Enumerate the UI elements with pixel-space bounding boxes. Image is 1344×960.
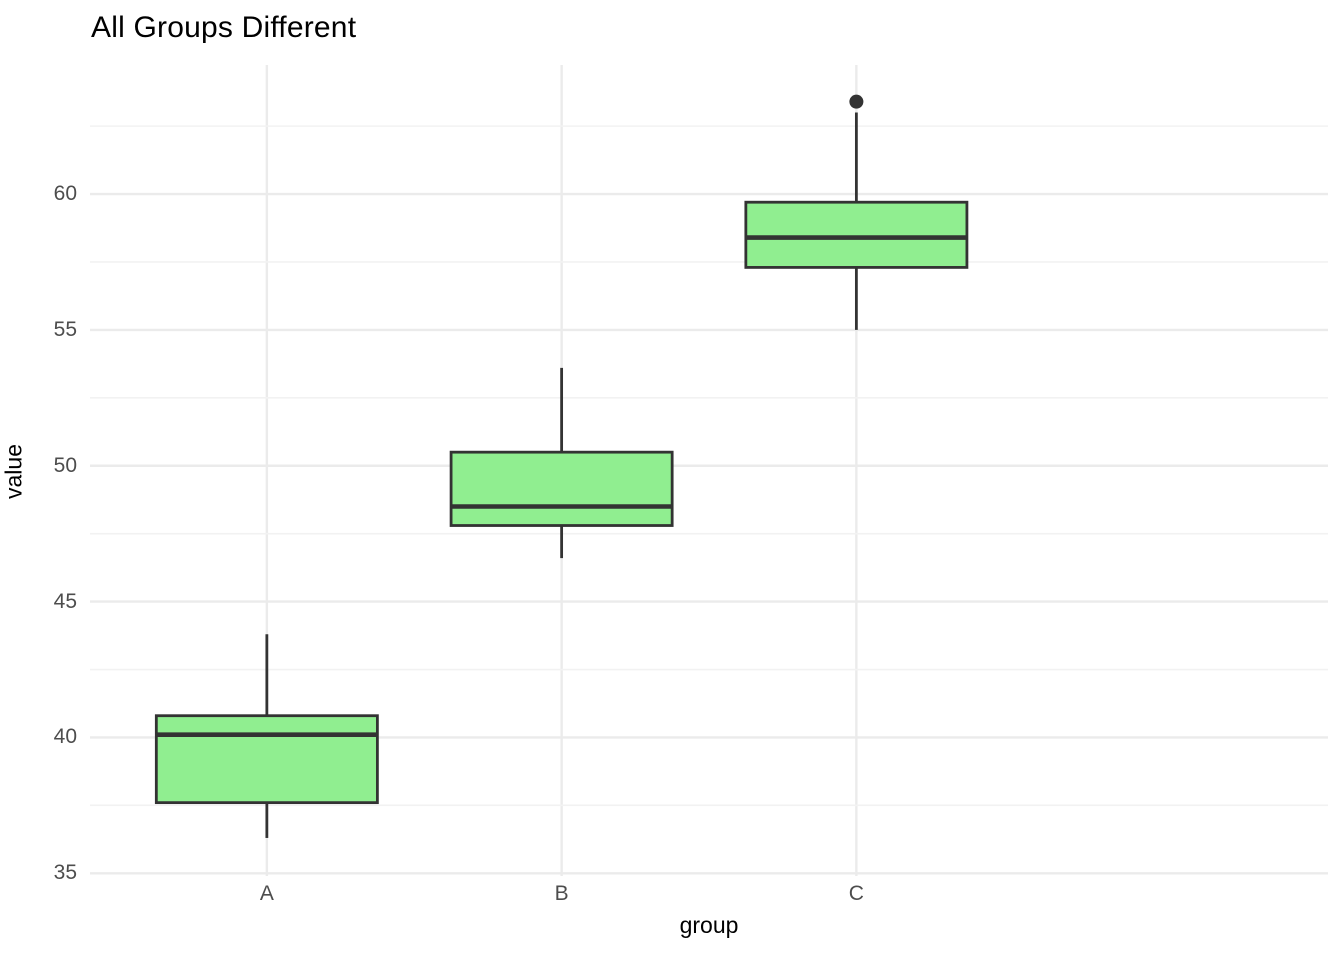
y-axis-tick-label: 35	[53, 861, 77, 885]
x-axis-tick-label: B	[554, 882, 569, 905]
box-B	[449, 450, 674, 527]
outlier-point-C	[849, 94, 864, 109]
x-axis-tick-label: A	[259, 882, 274, 905]
box-C	[744, 200, 969, 269]
y-axis-tick-label: 55	[53, 317, 77, 341]
chart-title: All Groups Different	[91, 11, 357, 44]
y-axis-tick-label: 60	[53, 182, 77, 206]
y-axis-tick-label: 40	[53, 725, 77, 749]
x-axis-title: group	[679, 912, 739, 938]
y-axis-tick-label: 50	[53, 453, 77, 477]
box-A	[154, 714, 379, 805]
x-axis-tick-label: C	[848, 882, 864, 905]
y-axis-tick-label: 45	[53, 589, 77, 613]
